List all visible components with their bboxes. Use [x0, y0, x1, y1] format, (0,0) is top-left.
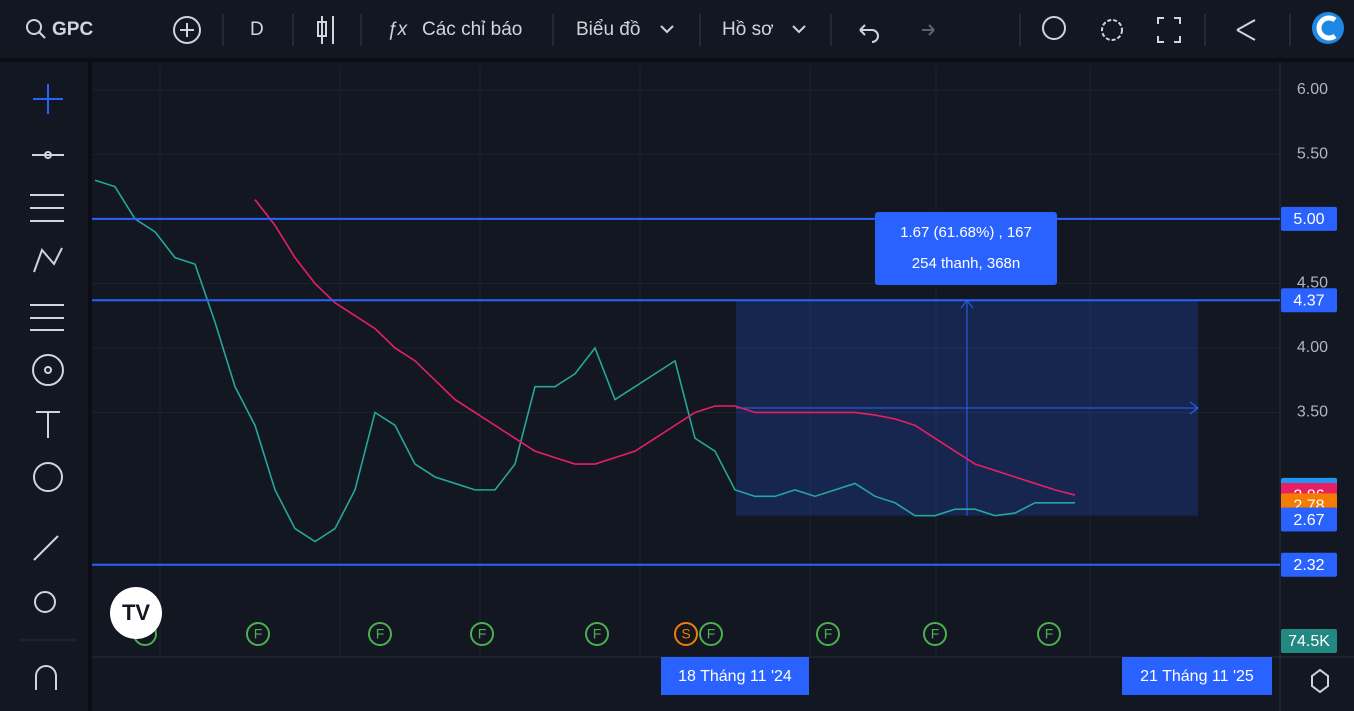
plot-area: FFFFFSFFFFTháng 72024Tháng NămTháng5Thán…: [92, 65, 1280, 657]
top-toolbar: [0, 0, 1354, 58]
price-tag-label: 2.32: [1293, 557, 1324, 574]
range-end: 21 Tháng 11 '25: [1140, 668, 1254, 685]
redo[interactable]: [922, 24, 935, 36]
event-marker: [923, 622, 947, 646]
measure-text: 1.67 (61.68%) , 167: [900, 224, 1032, 241]
chevron: [792, 25, 806, 34]
event-marker: [246, 622, 270, 646]
price-tag: [1281, 206, 1337, 231]
undo[interactable]: [859, 24, 879, 43]
fx-icon[interactable]: ƒx: [387, 19, 409, 40]
event-marker: [585, 622, 609, 646]
indicators-button[interactable]: Các chỉ báo: [422, 19, 522, 40]
range-start: 18 Tháng 11 '24: [678, 668, 792, 685]
y-tick-label: 6.00: [1297, 81, 1328, 98]
y-tick-label: 4.00: [1297, 339, 1328, 356]
y-tick-label: 5.50: [1297, 146, 1328, 163]
candle-body: [317, 21, 327, 37]
price-tag: [1281, 507, 1337, 532]
y-tick-label: 4.50: [1297, 275, 1328, 292]
event-label: S: [681, 626, 690, 642]
price-line: [94, 179, 1075, 543]
y-tick-label: 3.50: [1297, 404, 1328, 421]
measure-arrow-head: [1189, 401, 1199, 415]
left-toolbar: [0, 62, 88, 711]
event-label: F: [593, 626, 602, 642]
event-label: F: [824, 626, 833, 642]
event-label: F: [254, 626, 263, 642]
price-tag: [1281, 288, 1337, 313]
add-symbol[interactable]: [173, 16, 201, 44]
event-label: F: [478, 626, 487, 642]
volume-tag-label: 74.5K: [1288, 633, 1330, 650]
event-label: F: [376, 626, 385, 642]
price-tag-label: 4.37: [1293, 292, 1324, 309]
search-icon-handle: [38, 31, 46, 39]
toolbar-separators: [222, 14, 1291, 46]
add-symbol-plus: [180, 23, 194, 37]
price-tag-label: 5.00: [1293, 211, 1324, 228]
volume-tag: [1281, 629, 1337, 653]
event-label: F: [931, 626, 940, 642]
chart-panel: [92, 62, 1354, 711]
measure-text: 254 thanh, 368n: [912, 255, 1020, 272]
event-marker: [470, 622, 494, 646]
event-marker: [1037, 622, 1061, 646]
candle-icon[interactable]: [321, 16, 334, 44]
search-icon[interactable]: [26, 19, 42, 35]
event-marker: [699, 622, 723, 646]
price-tag-label: 2.67: [1293, 512, 1324, 529]
overlay: 6.00 5.50 5.00 4.50 4.00 3.50 1.67 (61.68%) , …: [661, 81, 1337, 695]
axis-settings[interactable]: [1311, 668, 1329, 694]
price-tag: [1281, 552, 1337, 577]
chart-menu[interactable]: Biểu đồ: [576, 19, 640, 40]
event-marker: [368, 622, 392, 646]
event-label: F: [707, 626, 716, 642]
measure-tooltip: [875, 212, 1057, 285]
range-start-tag: [661, 657, 809, 695]
settings-icon[interactable]: [1101, 19, 1123, 41]
drawing-tools[interactable]: [30, 84, 64, 690]
range-end-tag: [1122, 657, 1272, 695]
chevron: [660, 25, 674, 34]
event-label: F: [1045, 626, 1054, 642]
share-icon[interactable]: [1236, 19, 1256, 41]
tv-logo-text: TV: [122, 600, 150, 625]
profile-menu[interactable]: Hồ sơ: [722, 19, 774, 40]
logo-mark: [1316, 15, 1337, 41]
fullscreen-icon[interactable]: [1157, 17, 1181, 43]
event-marker: [674, 622, 698, 646]
alert-icon[interactable]: [1042, 16, 1066, 40]
interval[interactable]: D: [250, 19, 264, 40]
event-marker: [816, 622, 840, 646]
tv-logo[interactable]: [110, 587, 162, 639]
symbol[interactable]: GPC: [52, 19, 93, 40]
price-line: [254, 199, 1076, 496]
